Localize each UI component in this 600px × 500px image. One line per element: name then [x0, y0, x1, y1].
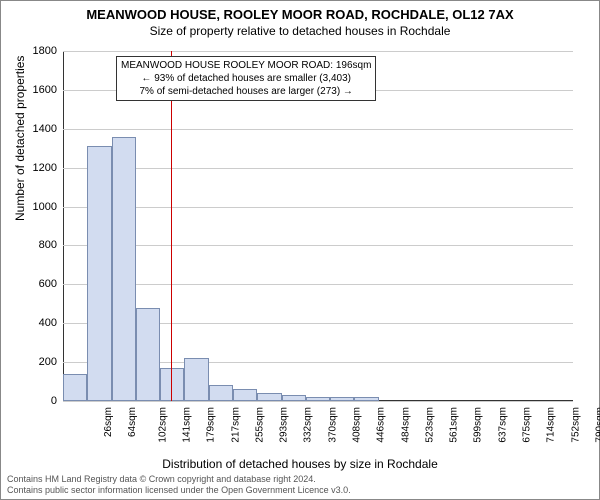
y-tick-label: 600 [39, 278, 57, 290]
histogram-bar [112, 137, 136, 401]
histogram-bar [354, 397, 378, 401]
y-axis-line [63, 51, 64, 401]
gridline-h [63, 129, 573, 130]
x-tick-label: 675sqm [522, 407, 533, 443]
x-tick-label: 102sqm [157, 407, 168, 443]
marker-line [171, 51, 172, 401]
gridline-h [63, 207, 573, 208]
chart-container: MEANWOOD HOUSE, ROOLEY MOOR ROAD, ROCHDA… [0, 0, 600, 500]
x-tick-label: 752sqm [570, 407, 581, 443]
x-tick-label: 217sqm [230, 407, 241, 443]
y-tick-label: 200 [39, 356, 57, 368]
y-tick-label: 1600 [33, 84, 57, 96]
x-axis-label: Distribution of detached houses by size … [1, 457, 599, 471]
y-tick-label: 800 [39, 239, 57, 251]
histogram-bar [330, 397, 354, 401]
x-tick-label: 26sqm [103, 407, 114, 437]
histogram-bar [306, 397, 330, 401]
footer-line: Contains HM Land Registry data © Crown c… [7, 474, 351, 485]
x-tick-label: 714sqm [546, 407, 557, 443]
x-tick-label: 141sqm [182, 407, 193, 443]
y-tick-label: 400 [39, 317, 57, 329]
x-tick-label: 179sqm [206, 407, 217, 443]
x-tick-label: 484sqm [400, 407, 411, 443]
gridline-h [63, 168, 573, 169]
histogram-bar [63, 374, 87, 401]
x-tick-label: 446sqm [376, 407, 387, 443]
x-tick-label: 599sqm [473, 407, 484, 443]
annotation-line: MEANWOOD HOUSE ROOLEY MOOR ROAD: 196sqm [121, 59, 371, 72]
x-tick-label: 637sqm [497, 407, 508, 443]
chart-title-main: MEANWOOD HOUSE, ROOLEY MOOR ROAD, ROCHDA… [1, 7, 599, 22]
histogram-bar [136, 308, 160, 401]
gridline-h [63, 401, 573, 402]
x-tick-label: 790sqm [594, 407, 600, 443]
x-tick-label: 255sqm [254, 407, 265, 443]
histogram-bar [282, 395, 306, 401]
y-tick-label: 1800 [33, 45, 57, 57]
x-tick-label: 523sqm [424, 407, 435, 443]
chart-title-sub: Size of property relative to detached ho… [1, 24, 599, 38]
plot-area [63, 51, 573, 401]
histogram-bar [184, 358, 208, 401]
x-tick-label: 293sqm [279, 407, 290, 443]
annotation-box: MEANWOOD HOUSE ROOLEY MOOR ROAD: 196sqm←… [116, 56, 376, 101]
annotation-line: 7% of semi-detached houses are larger (2… [121, 85, 371, 98]
histogram-bar [233, 389, 257, 401]
y-tick-label: 1000 [33, 201, 57, 213]
x-tick-label: 332sqm [303, 407, 314, 443]
y-tick-label: 1200 [33, 162, 57, 174]
gridline-h [63, 245, 573, 246]
x-tick-label: 408sqm [352, 407, 363, 443]
histogram-bar [209, 385, 233, 401]
histogram-bar [160, 368, 184, 401]
gridline-h [63, 51, 573, 52]
gridline-h [63, 284, 573, 285]
y-tick-label: 1400 [33, 123, 57, 135]
footer-text: Contains HM Land Registry data © Crown c… [7, 474, 351, 496]
x-tick-label: 64sqm [127, 407, 138, 437]
x-tick-label: 370sqm [327, 407, 338, 443]
footer-line: Contains public sector information licen… [7, 485, 351, 496]
annotation-line: ← 93% of detached houses are smaller (3,… [121, 72, 371, 85]
histogram-bar [87, 146, 111, 401]
x-tick-label: 561sqm [449, 407, 460, 443]
y-tick-label: 0 [51, 395, 57, 407]
histogram-bar [257, 393, 281, 401]
y-axis-label: Number of detached properties [13, 56, 27, 221]
